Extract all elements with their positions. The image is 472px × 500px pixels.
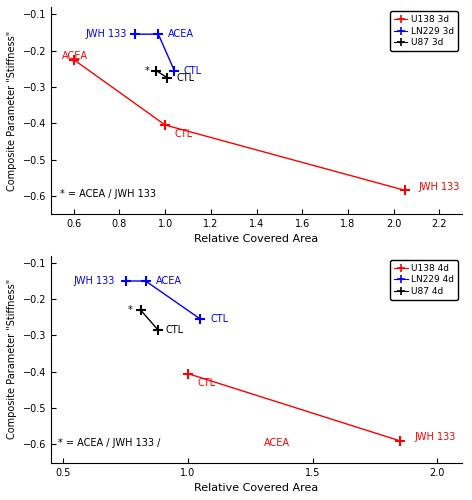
Text: CTL: CTL [166, 325, 184, 335]
Text: CTL: CTL [211, 314, 228, 324]
Text: CTL: CTL [174, 129, 193, 139]
Text: JWH 133: JWH 133 [73, 276, 115, 286]
Text: JWH 133: JWH 133 [415, 432, 456, 442]
Y-axis label: Composite Parameter "Stiffness": Composite Parameter "Stiffness" [7, 30, 17, 190]
Text: CTL: CTL [184, 66, 202, 76]
Text: * = ACEA / JWH 133 /: * = ACEA / JWH 133 / [59, 438, 164, 448]
Y-axis label: Composite Parameter "Stiffness": Composite Parameter "Stiffness" [7, 279, 17, 439]
Text: * = ACEA / JWH 133: * = ACEA / JWH 133 [60, 189, 156, 199]
X-axis label: Relative Covered Area: Relative Covered Area [194, 483, 319, 493]
Text: ACEA: ACEA [62, 51, 88, 61]
Text: CTL: CTL [177, 73, 195, 83]
Text: *: * [128, 305, 133, 315]
Text: ACEA: ACEA [156, 276, 182, 286]
Text: ACEA: ACEA [168, 29, 194, 39]
Text: ACEA: ACEA [264, 438, 290, 448]
Text: *: * [144, 66, 149, 76]
Text: JWH 133: JWH 133 [85, 29, 126, 39]
Legend: U138 3d, LN229 3d, U87 3d: U138 3d, LN229 3d, U87 3d [390, 12, 458, 51]
Text: CTL: CTL [198, 378, 216, 388]
X-axis label: Relative Covered Area: Relative Covered Area [194, 234, 319, 244]
Legend: U138 4d, LN229 4d, U87 4d: U138 4d, LN229 4d, U87 4d [390, 260, 458, 300]
Text: JWH 133: JWH 133 [419, 182, 460, 192]
